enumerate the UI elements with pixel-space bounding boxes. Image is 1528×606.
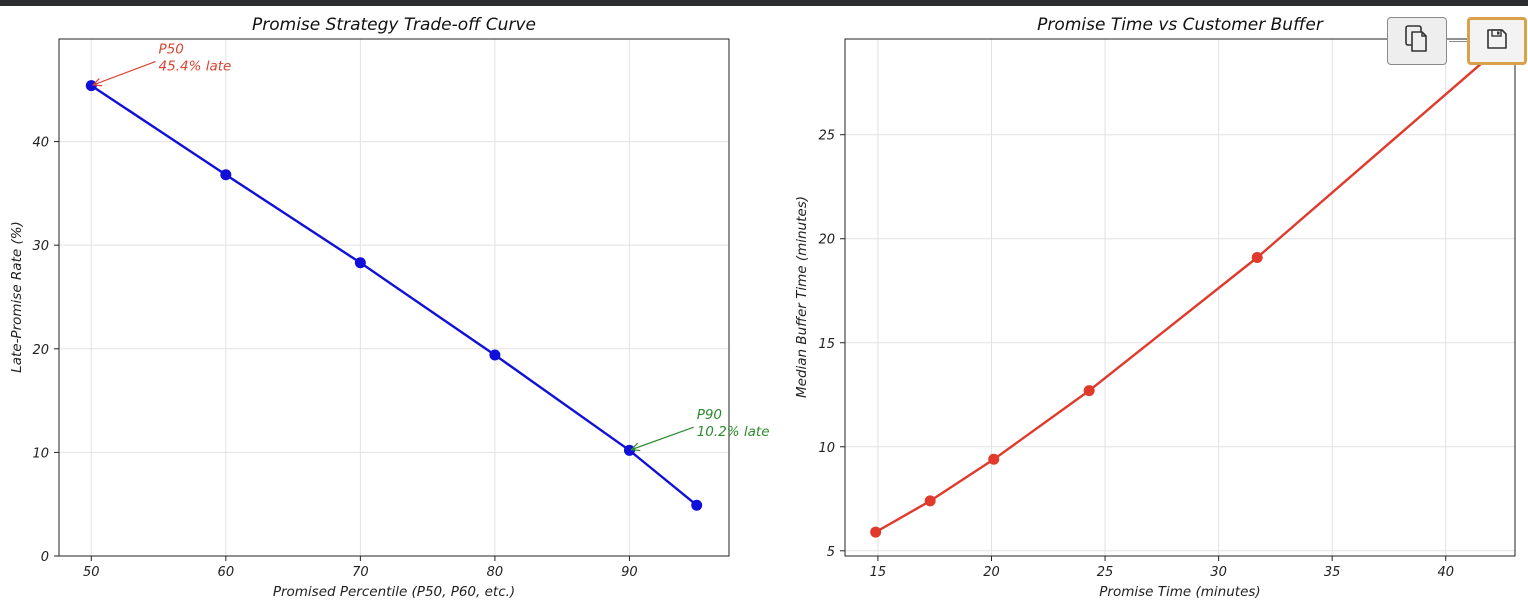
left-chart-frame (58, 38, 730, 557)
right-x-tick-label: 20 (983, 565, 1000, 580)
p90-annotation-arrowhead (630, 442, 641, 452)
right-chart-y-axis-label: Median Buffer Time (minutes) (794, 196, 810, 398)
toolbar-divider (1449, 41, 1468, 42)
p50-annotation-arrowhead (91, 77, 103, 87)
right-chart-frame (844, 38, 1516, 557)
left-chart-y-axis-label: Late-Promise Rate (%) (9, 221, 25, 373)
left-data-point (85, 80, 97, 92)
p50-annotation-value: 45.4% late (159, 59, 232, 75)
left-data-point (489, 349, 501, 361)
left-y-tick-label: 10 (32, 446, 49, 461)
left-x-tick-label: 70 (352, 565, 369, 580)
right-x-tick-label: 25 (1097, 565, 1114, 580)
left-x-tick-label: 80 (487, 565, 504, 580)
copy-button[interactable] (1387, 17, 1447, 65)
left-series-line (90, 84, 698, 507)
left-x-tick-label: 90 (621, 565, 638, 580)
left-x-tick-label: 50 (83, 565, 100, 580)
right-chart-ticks: 15 20 25 30 35 40 5 10 15 20 25 (818, 129, 1454, 580)
right-y-tick-label: 25 (818, 129, 835, 144)
right-y-tick-label: 5 (827, 545, 835, 560)
save-button[interactable] (1467, 17, 1527, 65)
right-y-tick-label: 15 (818, 337, 835, 352)
left-y-tick-label: 20 (32, 343, 49, 358)
right-y-tick-label: 10 (818, 441, 835, 456)
right-chart-grid (845, 39, 1515, 556)
left-chart: Promise Strategy Trade-off Curve Promise… (9, 15, 770, 600)
right-data-point (1083, 385, 1095, 397)
left-chart-title: Promise Strategy Trade-off Curve (252, 15, 536, 35)
right-x-tick-label: 35 (1324, 565, 1341, 580)
right-x-tick-label: 15 (870, 565, 887, 580)
p50-annotation-label: P50 (159, 42, 184, 58)
left-chart-ticks: 50 60 70 80 90 0 10 20 30 40 (32, 136, 637, 580)
left-data-point (220, 169, 232, 181)
left-y-tick-label: 30 (32, 239, 49, 254)
right-chart-title: Promise Time vs Customer Buffer (1037, 15, 1324, 35)
right-chart: Promise Time vs Customer Buffer Promise … (794, 15, 1516, 600)
right-data-point (870, 526, 882, 538)
p90-annotation-arrow (631, 426, 694, 451)
right-chart-series (870, 39, 1509, 538)
p90-annotation-label: P90 (697, 407, 722, 423)
right-series-line (875, 44, 1504, 534)
left-data-point (691, 499, 703, 511)
right-x-tick-label: 30 (1210, 565, 1227, 580)
left-data-point (623, 444, 635, 456)
left-x-tick-label: 60 (218, 565, 235, 580)
right-x-tick-label: 40 (1437, 565, 1454, 580)
left-y-tick-label: 40 (32, 136, 49, 151)
window-top-bar (0, 0, 1528, 6)
left-data-point (354, 257, 366, 269)
left-chart-grid (59, 39, 729, 557)
right-data-point (1251, 251, 1263, 263)
copy-icon (1404, 24, 1430, 58)
right-y-tick-label: 20 (818, 233, 835, 248)
left-y-tick-label: 0 (41, 550, 49, 565)
right-chart-x-axis-label: Promise Time (minutes) (1099, 584, 1260, 600)
right-data-point (988, 453, 1000, 465)
p50-annotation-arrow (92, 60, 156, 86)
left-chart-x-axis-label: Promised Percentile (P50, P60, etc.) (273, 584, 515, 600)
save-icon (1485, 27, 1509, 55)
p90-annotation-value: 10.2% late (697, 424, 770, 440)
left-chart-series (85, 80, 703, 511)
right-data-point (924, 495, 936, 507)
